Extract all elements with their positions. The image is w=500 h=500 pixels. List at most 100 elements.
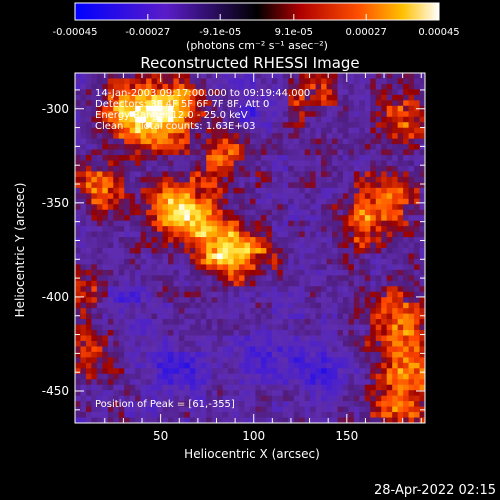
heatmap-cell [370,417,377,424]
heatmap-cell [288,144,295,150]
heatmap-cell [299,401,306,407]
heatmap-cell [107,379,114,386]
heatmap-cell [222,116,229,123]
heatmap-cell [337,406,344,413]
heatmap-cell [135,226,142,232]
heatmap-cell [217,368,224,375]
heatmap-cell [200,138,207,145]
heatmap-cell [173,253,180,260]
heatmap-cell [353,215,360,222]
heatmap-cell [277,351,284,358]
heatmap-cell [282,83,289,90]
heatmap-cell [386,248,393,254]
heatmap-cell [337,231,344,238]
heatmap-cell [337,258,344,265]
heatmap-cell [157,324,163,331]
heatmap-cell [403,122,409,129]
heatmap-cell [233,258,240,265]
heatmap-cell [414,269,420,276]
heatmap-cell [124,187,131,194]
heatmap-cell [124,373,131,380]
heatmap-cell [392,193,399,200]
heatmap-cell [304,346,311,353]
heatmap-cell [332,401,338,407]
heatmap-cell [244,412,251,418]
heatmap-cell [414,368,420,375]
heatmap-cell [228,406,234,413]
heatmap-cell [375,351,382,358]
heatmap-cell [419,248,426,254]
heatmap-cell [206,286,213,293]
heatmap-cell [162,368,169,375]
heatmap-cell [337,209,344,216]
heatmap-cell [113,302,120,309]
heatmap-cell [233,226,240,232]
heatmap-cell [157,226,163,232]
heatmap-cell [184,193,191,200]
heatmap-cell [75,160,81,167]
heatmap-cell [222,215,229,222]
heatmap-cell [96,401,103,407]
heatmap-cell [386,330,393,336]
heatmap-cell [408,209,415,216]
heatmap-cell [332,379,338,386]
heatmap-cell [277,155,284,161]
heatmap-cell [211,237,218,243]
heatmap-cell [342,116,349,123]
heatmap-cell [315,204,322,211]
heatmap-cell [195,379,202,386]
heatmap-cell [184,368,191,375]
heatmap-cell [321,149,327,156]
heatmap-cell [299,138,306,145]
heatmap-cell [288,308,295,315]
heatmap-cell [255,155,262,161]
heatmap-cell [96,373,103,380]
heatmap-cell [370,182,377,189]
heatmap-cell [195,302,202,309]
heatmap-cell [233,73,240,79]
heatmap-cell [146,176,152,183]
heatmap-cell [135,231,142,238]
heatmap-cell [146,100,152,107]
heatmap-cell [321,133,327,140]
heatmap-cell [386,83,393,90]
heatmap-cell [359,264,366,271]
heatmap-cell [233,324,240,331]
heatmap-cell [96,253,103,260]
heatmap-cell [397,187,404,194]
heatmap-cell [375,335,382,342]
heatmap-cell [222,231,229,238]
heatmap-cell [85,253,92,260]
heatmap-cell [250,390,256,397]
heatmap-cell [173,313,180,320]
heatmap-cell [326,127,333,134]
heatmap-cell [222,226,229,232]
heatmap-cell [348,346,355,353]
heatmap-cell [211,176,218,183]
heatmap-cell [140,198,147,205]
heatmap-cell [178,133,185,140]
heatmap-cell [178,390,185,397]
heatmap-cell [135,373,142,380]
heatmap-cell [403,226,409,232]
heatmap-cell [211,94,218,101]
heatmap-cell [293,308,300,315]
heatmap-cell [167,100,174,107]
heatmap-cell [244,237,251,243]
heatmap-cell [310,280,317,287]
heatmap-cell [293,379,300,386]
heatmap-cell [135,362,142,369]
heatmap-cell [353,122,360,129]
heatmap-cell [222,133,229,140]
heatmap-cell [315,390,322,397]
heatmap-cell [403,160,409,167]
heatmap-cell [102,127,109,134]
heatmap-cell [173,302,180,309]
heatmap-cell [157,417,163,424]
heatmap-cell [315,368,322,375]
heatmap-cell [206,220,213,227]
heatmap-cell [288,105,295,112]
heatmap-cell [239,122,245,129]
heatmap-cell [370,275,377,282]
heatmap-cell [353,417,360,424]
